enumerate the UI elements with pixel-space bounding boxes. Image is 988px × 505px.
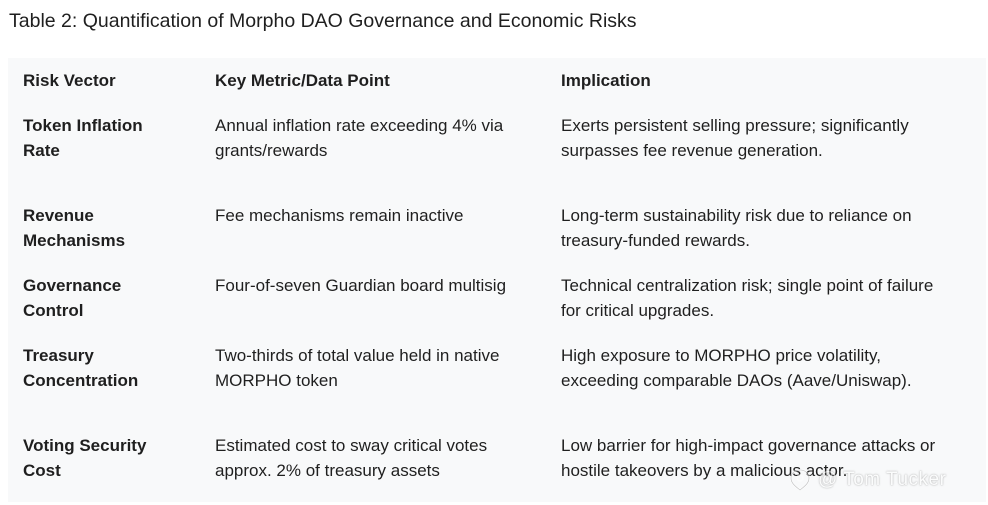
risk-line: Voting Security xyxy=(23,436,147,455)
risk-line: Cost xyxy=(23,461,61,480)
implication-line: Long-term sustainability risk due to rel… xyxy=(561,206,912,225)
table-row-4-implication: High exposure to MORPHO price volatility… xyxy=(561,343,971,393)
table-row-2-implication: Long-term sustainability risk due to rel… xyxy=(561,203,971,253)
table-row-4-risk: Treasury Concentration xyxy=(23,343,193,393)
risk-table: Risk Vector Key Metric/Data Point Implic… xyxy=(8,58,986,502)
table-row-3-metric: Four-of-seven Guardian board multisig xyxy=(215,273,545,298)
risk-line: Treasury xyxy=(23,346,94,365)
metric-line: MORPHO token xyxy=(215,371,338,390)
table-row-1-metric: Annual inflation rate exceeding 4% via g… xyxy=(215,113,545,163)
header-implication: Implication xyxy=(561,71,651,90)
implication-line: Technical centralization risk; single po… xyxy=(561,276,934,295)
watermark-text: @ Tom Tucker xyxy=(818,469,947,490)
social-logo-icon xyxy=(789,468,811,492)
risk-line: Token Inflation xyxy=(23,116,143,135)
table-row-5-risk: Voting Security Cost xyxy=(23,433,193,483)
metric-line: Four-of-seven Guardian board multisig xyxy=(215,276,507,295)
table-row-3-risk: Governance Control xyxy=(23,273,193,323)
metric-line: Annual inflation rate exceeding 4% via xyxy=(215,116,504,135)
table-row-1-implication: Exerts persistent selling pressure; sign… xyxy=(561,113,971,163)
metric-line: grants/rewards xyxy=(215,141,328,160)
header-risk-vector: Risk Vector xyxy=(23,71,116,90)
table-caption: Table 2: Quantification of Morpho DAO Go… xyxy=(9,10,637,32)
table-row-2-metric: Fee mechanisms remain inactive xyxy=(215,203,545,228)
metric-line: approx. 2% of treasury assets xyxy=(215,461,440,480)
header-key-metric: Key Metric/Data Point xyxy=(215,71,390,90)
implication-line: hostile takeovers by a malicious actor. xyxy=(561,461,848,480)
metric-line: Fee mechanisms remain inactive xyxy=(215,206,464,225)
table-row-5-metric: Estimated cost to sway critical votes ap… xyxy=(215,433,545,483)
risk-line: Revenue xyxy=(23,206,94,225)
table-row-1-risk: Token Inflation Rate xyxy=(23,113,193,163)
risk-line: Governance xyxy=(23,276,122,295)
implication-line: for critical upgrades. xyxy=(561,301,715,320)
table-row-4-metric: Two-thirds of total value held in native… xyxy=(215,343,545,393)
implication-line: Exerts persistent selling pressure; sign… xyxy=(561,116,909,135)
risk-line: Mechanisms xyxy=(23,231,126,250)
implication-line: treasury-funded rewards. xyxy=(561,231,750,250)
implication-line: surpasses fee revenue generation. xyxy=(561,141,823,160)
implication-line: Low barrier for high-impact governance a… xyxy=(561,436,936,455)
table-row-3-implication: Technical centralization risk; single po… xyxy=(561,273,971,323)
table-row-2-risk: Revenue Mechanisms xyxy=(23,203,193,253)
metric-line: Estimated cost to sway critical votes xyxy=(215,436,488,455)
risk-line: Control xyxy=(23,301,84,320)
implication-line: High exposure to MORPHO price volatility… xyxy=(561,346,881,365)
table-row-5-implication: Low barrier for high-impact governance a… xyxy=(561,433,971,483)
watermark: @ Tom Tucker xyxy=(788,466,946,494)
risk-line: Concentration xyxy=(23,371,139,390)
metric-line: Two-thirds of total value held in native xyxy=(215,346,500,365)
implication-line: exceeding comparable DAOs (Aave/Uniswap)… xyxy=(561,371,912,390)
risk-line: Rate xyxy=(23,141,60,160)
